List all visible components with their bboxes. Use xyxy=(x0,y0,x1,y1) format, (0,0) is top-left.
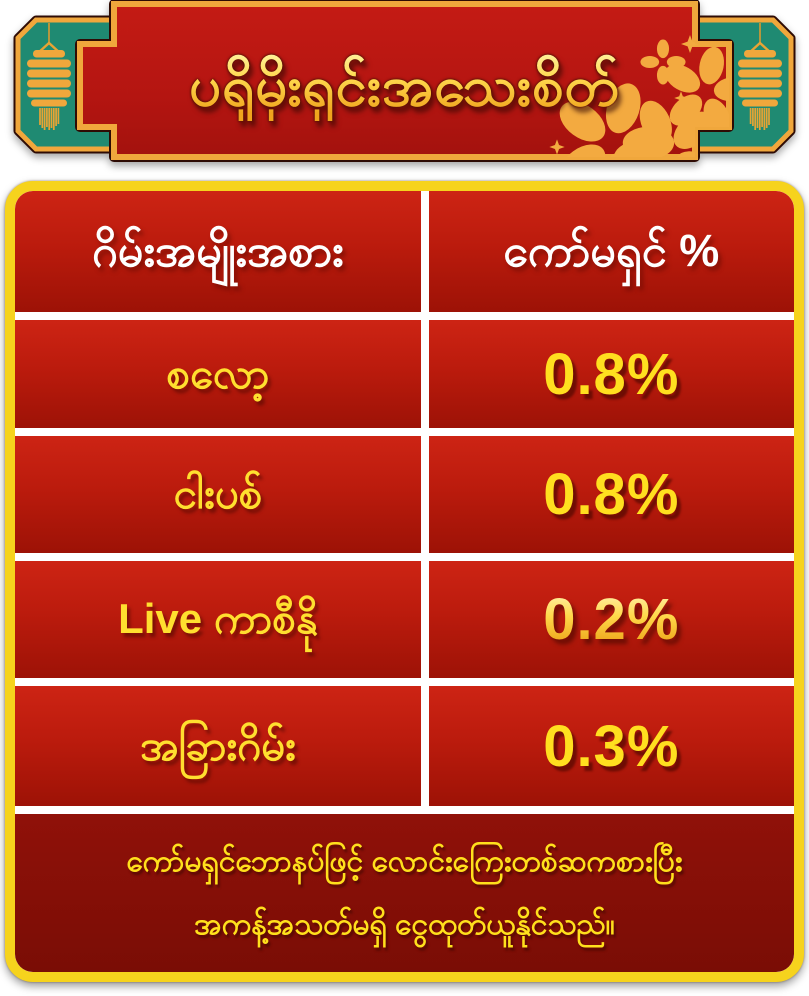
footer-note-line-1: ကော်မရှင်ဘောနပ်ဖြင့် လောင်းကြေးတစ်ဆကစားပ… xyxy=(126,845,683,878)
column-header-commission-label: ကော်မရှင် % xyxy=(503,225,720,277)
promo-banner: ပရိုမိုးရှင်းအသေးစိတ် xyxy=(0,0,809,178)
column-header-game-type: ဂိမ်းအမျိုးအစား xyxy=(15,191,421,312)
commission-value: 0.2% xyxy=(543,587,680,652)
column-header-game-type-label: ဂိမ်းအမျိုးအစား xyxy=(92,225,344,277)
game-name: Live ကာစီနို xyxy=(118,595,318,643)
page-title: ပရိုမိုးရှင်းအသေးစိတ် xyxy=(60,51,749,121)
table-row-fishing-game: ငါးပစ် xyxy=(15,436,421,553)
table-footer-note: ကော်မရှင်ဘောနပ်ဖြင့် လောင်းကြေးတစ်ဆကစားပ… xyxy=(15,814,794,972)
game-name: အခြားဂိမ်း xyxy=(139,721,296,769)
commission-table: ဂိမ်းအမျိုးအစား ကော်မရှင် % စလော့ 0.8% င… xyxy=(15,191,794,972)
footer-note-line-2: အကန့်အသတ်မရှိ ငွေထုတ်ယူနိုင်သည်။ xyxy=(194,908,615,941)
column-header-commission: ကော်မရှင် % xyxy=(428,191,794,312)
game-name: စလော့ xyxy=(166,349,270,397)
table-row-slots-game: စလော့ xyxy=(15,320,421,428)
table-row-live-casino-commission: 0.2% xyxy=(428,561,794,678)
table-row-other-games-game: အခြားဂိမ်း xyxy=(15,686,421,806)
commission-value: 0.8% xyxy=(543,462,680,527)
commission-value: 0.3% xyxy=(543,713,680,779)
commission-value: 0.8% xyxy=(543,341,680,407)
commission-table-card: ဂိမ်းအမျိုးအစား ကော်မရှင် % စလော့ 0.8% င… xyxy=(5,181,804,982)
table-row-fishing-commission: 0.8% xyxy=(428,436,794,553)
table-row-slots-commission: 0.8% xyxy=(428,320,794,428)
game-name: ငါးပစ် xyxy=(173,470,263,518)
table-row-other-games-commission: 0.3% xyxy=(428,686,794,806)
flower-decorations-icon xyxy=(532,35,729,157)
banner-art xyxy=(13,0,796,162)
table-row-live-casino-game: Live ကာစီနို xyxy=(15,561,421,678)
